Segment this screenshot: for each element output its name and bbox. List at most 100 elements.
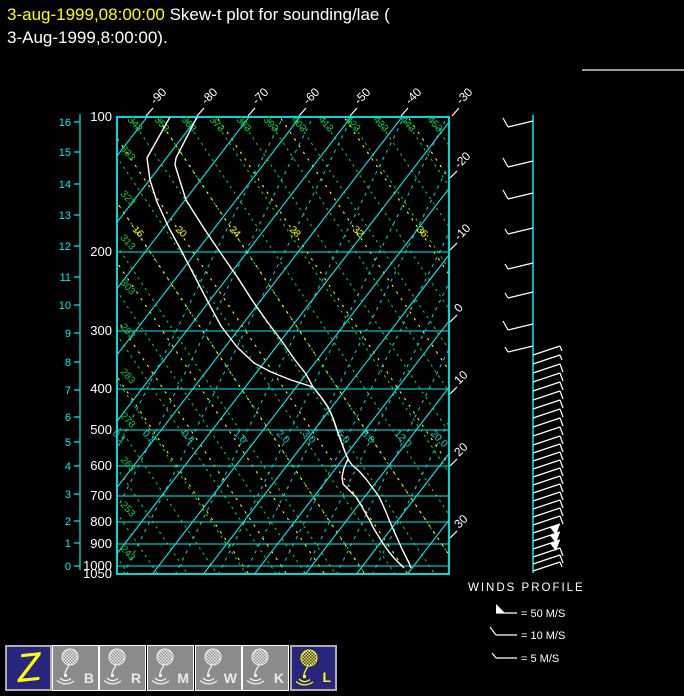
isobar-lines bbox=[117, 251, 449, 567]
svg-text:30: 30 bbox=[451, 512, 471, 532]
svg-text:4: 4 bbox=[65, 461, 71, 473]
balloon-icon bbox=[199, 648, 222, 685]
winds-legend: WINDS PROFILE = 50 M/S = 10 M/S = 5 M/S bbox=[468, 582, 585, 665]
svg-text:400: 400 bbox=[90, 381, 112, 396]
svg-text:7: 7 bbox=[65, 385, 71, 397]
svg-text:12.0: 12.0 bbox=[392, 428, 414, 450]
svg-text:24: 24 bbox=[227, 224, 243, 240]
svg-text:6: 6 bbox=[65, 412, 71, 424]
toolbar-button-b[interactable]: B bbox=[52, 645, 99, 691]
svg-text:263: 263 bbox=[118, 455, 138, 475]
svg-text:3.0: 3.0 bbox=[300, 428, 318, 446]
svg-text:500: 500 bbox=[90, 422, 112, 437]
svg-text:243: 243 bbox=[118, 544, 138, 564]
svg-text:0.4: 0.4 bbox=[179, 428, 197, 446]
svg-text:-30: -30 bbox=[453, 85, 475, 107]
toolbar-button-k[interactable]: K bbox=[242, 645, 289, 691]
winds-legend-label: = 50 M/S bbox=[521, 608, 565, 620]
plot-frame bbox=[116, 116, 450, 575]
winds-legend-title: WINDS PROFILE bbox=[468, 582, 585, 594]
svg-text:5.0: 5.0 bbox=[334, 428, 352, 446]
toolbar-button-letter: W bbox=[224, 671, 237, 685]
svg-text:1.0: 1.0 bbox=[231, 428, 249, 446]
svg-text:0: 0 bbox=[65, 561, 71, 573]
svg-text:20: 20 bbox=[451, 440, 471, 460]
svg-text:16: 16 bbox=[59, 117, 71, 129]
svg-text:-90: -90 bbox=[147, 85, 169, 107]
svg-text:700: 700 bbox=[90, 488, 112, 503]
svg-text:-50: -50 bbox=[351, 85, 373, 107]
svg-text:16: 16 bbox=[130, 224, 146, 240]
balloon-icon bbox=[246, 648, 269, 685]
svg-text:283: 283 bbox=[118, 367, 138, 387]
svg-text:32: 32 bbox=[350, 224, 366, 240]
z-logo-icon: Z bbox=[14, 645, 45, 692]
svg-text:800: 800 bbox=[90, 514, 112, 529]
toolbar-button-z[interactable]: Z bbox=[5, 645, 52, 691]
toolbar-button-letter: R bbox=[131, 671, 141, 685]
wind-profile bbox=[502, 115, 564, 573]
dewpoint-curve bbox=[146, 117, 405, 569]
balloon-icon bbox=[295, 649, 318, 686]
svg-text:-80: -80 bbox=[198, 85, 220, 107]
svg-text:2.0: 2.0 bbox=[274, 428, 292, 446]
svg-text:303: 303 bbox=[118, 278, 138, 298]
svg-text:-60: -60 bbox=[300, 85, 322, 107]
svg-text:0: 0 bbox=[451, 300, 466, 315]
balloon-icon bbox=[56, 648, 79, 685]
toolbar-button-m[interactable]: M bbox=[147, 645, 194, 691]
balloon-icon bbox=[151, 648, 174, 685]
sounding-curves bbox=[146, 117, 412, 569]
svg-text:100: 100 bbox=[90, 109, 112, 124]
svg-text:10: 10 bbox=[451, 368, 471, 388]
svg-text:8.0: 8.0 bbox=[359, 428, 377, 446]
title-line2: 3-Aug-1999,8:00:00). bbox=[7, 26, 390, 49]
svg-text:14: 14 bbox=[59, 179, 71, 191]
svg-text:Z: Z bbox=[14, 645, 45, 692]
svg-text:293: 293 bbox=[118, 322, 138, 342]
toolbar-button-w[interactable]: W bbox=[195, 645, 242, 691]
balloon-icon bbox=[103, 648, 126, 685]
toolbar-button-r[interactable]: R bbox=[99, 645, 146, 691]
wind-pennant bbox=[550, 524, 560, 535]
svg-text:-40: -40 bbox=[402, 85, 424, 107]
svg-text:1050: 1050 bbox=[83, 566, 112, 581]
svg-text:36: 36 bbox=[414, 224, 430, 240]
svg-text:600: 600 bbox=[90, 458, 112, 473]
svg-text:2: 2 bbox=[65, 516, 71, 528]
toolbar-button-letter: L bbox=[322, 670, 331, 684]
svg-text:-10: -10 bbox=[451, 221, 473, 243]
separator-line bbox=[582, 69, 684, 71]
svg-text:3: 3 bbox=[65, 489, 71, 501]
svg-text:1: 1 bbox=[65, 538, 71, 550]
svg-text:273: 273 bbox=[118, 411, 138, 431]
svg-text:10: 10 bbox=[59, 300, 71, 312]
toolbar: Z B R bbox=[0, 645, 684, 696]
svg-text:323: 323 bbox=[118, 189, 138, 209]
svg-text:333: 333 bbox=[118, 144, 138, 164]
svg-text:11: 11 bbox=[60, 272, 71, 284]
svg-text:13: 13 bbox=[59, 210, 71, 222]
temperature-curve bbox=[174, 117, 412, 569]
svg-text:300: 300 bbox=[90, 323, 112, 338]
svg-text:-70: -70 bbox=[249, 85, 271, 107]
title-timestamp: 3-aug-1999,08:00:00 bbox=[7, 5, 165, 24]
title-line1: 3-aug-1999,08:00:00 Skew-t plot for soun… bbox=[7, 3, 390, 26]
svg-text:15: 15 bbox=[59, 147, 71, 159]
svg-text:9: 9 bbox=[65, 328, 71, 340]
svg-text:28: 28 bbox=[287, 224, 303, 240]
svg-text:1000: 1000 bbox=[83, 558, 112, 573]
svg-text:8: 8 bbox=[65, 357, 71, 369]
svg-text:20: 20 bbox=[173, 224, 189, 240]
winds-legend-label: = 10 M/S bbox=[521, 630, 565, 642]
toolbar-button-letter: K bbox=[274, 671, 284, 685]
svg-text:12: 12 bbox=[59, 241, 71, 253]
wind-pennant bbox=[550, 532, 560, 543]
toolbar-button-letter: B bbox=[84, 671, 94, 685]
toolbar-button-l[interactable]: L bbox=[290, 645, 337, 691]
svg-text:-20: -20 bbox=[451, 149, 473, 171]
